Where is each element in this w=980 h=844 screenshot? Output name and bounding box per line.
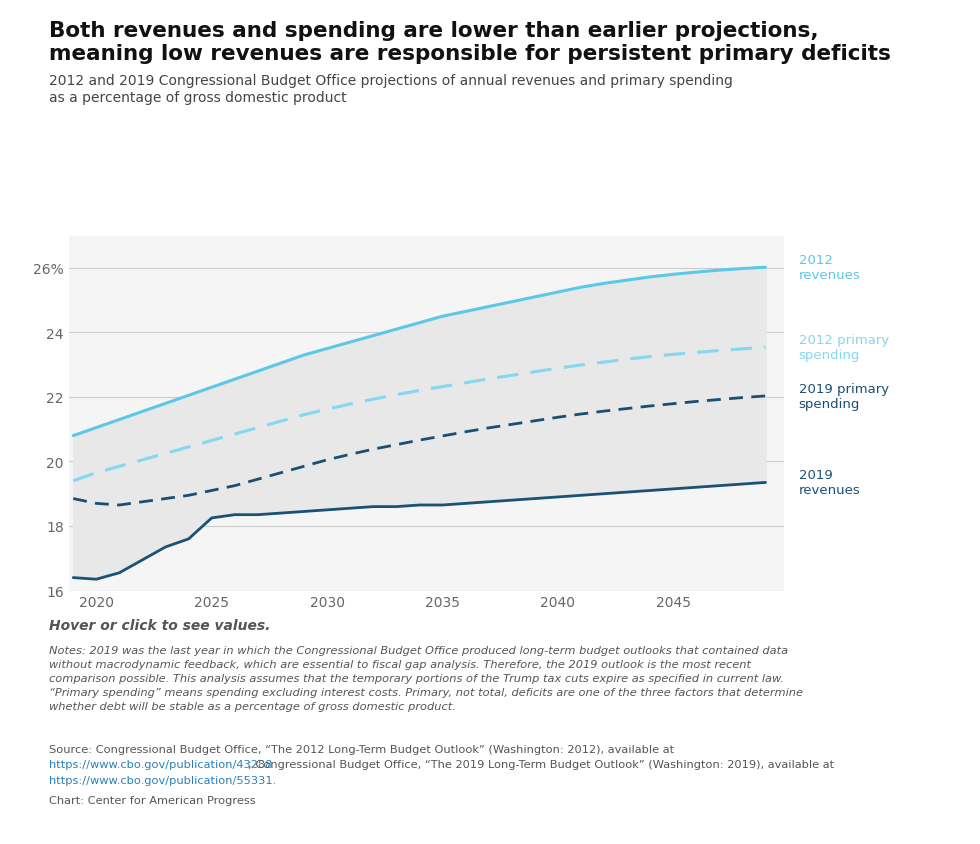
Text: 2012 primary
spending: 2012 primary spending [799,334,889,362]
Text: Both revenues and spending are lower than earlier projections,: Both revenues and spending are lower tha… [49,21,818,41]
Text: 2019 primary
spending: 2019 primary spending [799,382,889,410]
Text: Notes: 2019 was the last year in which the Congressional Budget Office produced : Notes: 2019 was the last year in which t… [49,646,803,711]
Text: ; Congressional Budget Office, “The 2019 Long-Term Budget Outlook” (Washington: : ; Congressional Budget Office, “The 2019… [248,760,834,770]
Text: 2012 and 2019 Congressional Budget Office projections of annual revenues and pri: 2012 and 2019 Congressional Budget Offic… [49,74,733,105]
Text: 2019
revenues: 2019 revenues [799,469,860,497]
Text: https://www.cbo.gov/publication/55331.: https://www.cbo.gov/publication/55331. [49,775,276,785]
Text: Chart: Center for American Progress: Chart: Center for American Progress [49,795,256,805]
Text: https://www.cbo.gov/publication/43288: https://www.cbo.gov/publication/43288 [49,760,272,770]
Text: Source: Congressional Budget Office, “The 2012 Long-Term Budget Outlook” (Washin: Source: Congressional Budget Office, “Th… [49,744,674,755]
Text: Hover or click to see values.: Hover or click to see values. [49,619,270,633]
Text: meaning low revenues are responsible for persistent primary deficits: meaning low revenues are responsible for… [49,44,891,64]
Text: 2012
revenues: 2012 revenues [799,254,860,282]
